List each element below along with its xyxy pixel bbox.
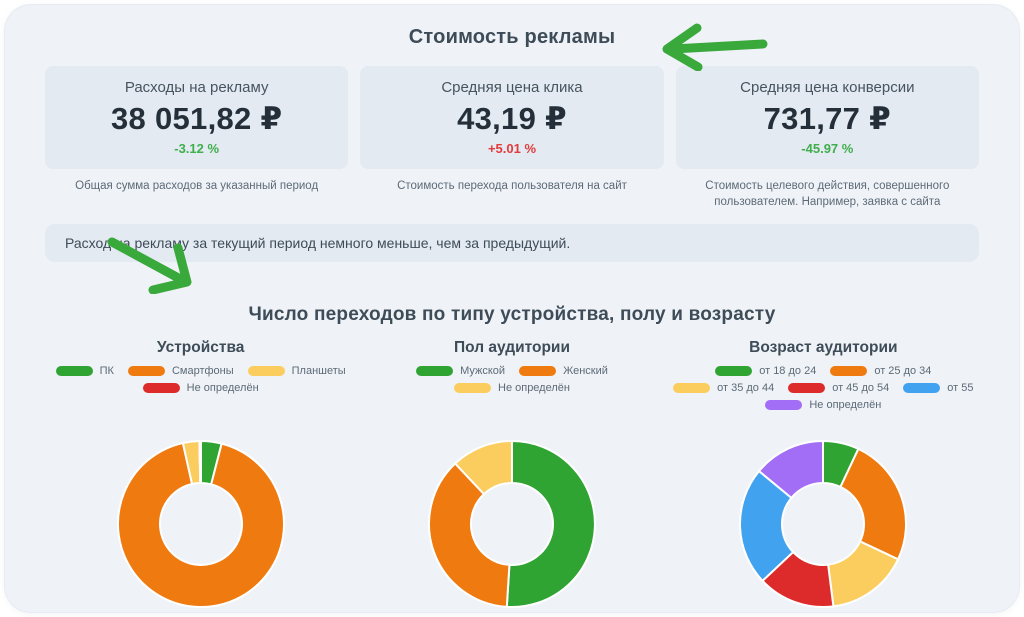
legend-label: Планшеты bbox=[291, 365, 346, 378]
section-title: Число переходов по типу устройства, полу… bbox=[248, 304, 776, 326]
donut-chart-gender bbox=[427, 440, 596, 609]
kpi-card-ad-spend: Расходы на рекламу 38 051,82 ₽ -3.12 % О… bbox=[45, 66, 349, 210]
kpi-card: Средняя цена конверсии 731,77 ₽ -45.97 % bbox=[675, 66, 979, 169]
legend-swatch-icon bbox=[416, 366, 454, 377]
kpi-caption: Стоимость целевого действия, совершенног… bbox=[705, 180, 950, 209]
legend-item[interactable]: Мужской bbox=[416, 365, 505, 377]
chart-legend: Мужской Женский Не определён bbox=[356, 365, 667, 427]
legend-swatch-icon bbox=[454, 383, 491, 394]
legend-swatch-icon bbox=[673, 383, 711, 394]
legend-swatch-icon bbox=[765, 400, 803, 411]
legend-item[interactable]: от 25 до 34 bbox=[830, 365, 931, 377]
chart-gender: Пол аудитории Мужской Женский Не определён bbox=[356, 339, 667, 609]
legend-item[interactable]: от 18 до 24 bbox=[715, 365, 816, 377]
kpi-value: 731,77 ₽ bbox=[763, 101, 892, 136]
legend-label: ПК bbox=[99, 365, 114, 378]
legend-item[interactable]: Смартфоны bbox=[127, 365, 234, 378]
arrow-left-annotation-icon bbox=[662, 23, 768, 71]
kpi-title: Расходы на рекламу bbox=[124, 79, 269, 96]
kpi-value: 43,19 ₽ bbox=[457, 101, 567, 136]
kpi-delta: -45.97 % bbox=[801, 141, 854, 156]
legend-item[interactable]: от 45 до 54 bbox=[788, 382, 889, 394]
chart-title: Пол аудитории bbox=[454, 339, 570, 357]
legend-label: Женский bbox=[563, 365, 608, 378]
legend-label: Смартфоны bbox=[171, 365, 234, 378]
kpi-card-avg-cpc: Средняя цена клика 43,19 ₽ +5.01 % Стоим… bbox=[360, 66, 664, 210]
legend-item[interactable]: от 35 до 44 bbox=[673, 382, 774, 394]
donut-chart-devices bbox=[116, 440, 285, 609]
donut-slice-1[interactable] bbox=[839, 447, 908, 561]
charts-row: Устройства ПК Смартфоны Планшеты Не определ… bbox=[45, 339, 979, 609]
legend-swatch-icon bbox=[55, 366, 93, 377]
chart-age: Возраст аудитории от 18 до 24 от 25 до 34… bbox=[668, 339, 979, 609]
kpi-delta: +5.01 % bbox=[487, 141, 537, 156]
legend-swatch-icon bbox=[127, 366, 165, 377]
legend-swatch-icon bbox=[830, 366, 868, 377]
legend-swatch-icon bbox=[715, 366, 753, 377]
report-header: Стоимость рекламы bbox=[45, 23, 979, 71]
kpi-delta: -3.12 % bbox=[174, 141, 220, 156]
legend-item[interactable]: Не определён bbox=[454, 382, 570, 394]
legend-label: от 18 до 24 bbox=[759, 365, 817, 378]
legend-item[interactable]: ПК bbox=[55, 365, 114, 378]
donut-chart-age bbox=[739, 440, 908, 609]
chart-legend: ПК Смартфоны Планшеты Не определён bbox=[45, 365, 356, 427]
page-title: Стоимость рекламы bbox=[408, 26, 616, 48]
chart-title: Возраст аудитории bbox=[749, 339, 898, 357]
legend-item[interactable]: от 55 bbox=[903, 382, 974, 395]
legend-swatch-icon bbox=[247, 366, 285, 377]
section-header: Число переходов по типу устройства, полу… bbox=[45, 304, 979, 326]
insight-note: Расход на рекламу за текущий период немн… bbox=[45, 224, 979, 263]
kpi-title: Средняя цена клика bbox=[441, 79, 583, 96]
donut-slice-0[interactable] bbox=[505, 440, 596, 609]
legend-label: Мужской bbox=[460, 365, 506, 378]
legend-label: от 25 до 34 bbox=[874, 365, 932, 378]
legend-swatch-icon bbox=[788, 383, 826, 394]
insight-note-text: Расход на рекламу за текущий период немн… bbox=[65, 235, 571, 252]
legend-swatch-icon bbox=[519, 366, 557, 377]
kpi-card: Средняя цена клика 43,19 ₽ +5.01 % bbox=[360, 66, 664, 169]
legend-item[interactable]: Не определён bbox=[765, 399, 881, 411]
legend-item[interactable]: Не определён bbox=[142, 382, 259, 395]
legend-label: Не определён bbox=[809, 399, 882, 412]
kpi-title: Средняя цена конверсии bbox=[740, 79, 915, 96]
chart-title: Устройства bbox=[156, 339, 245, 357]
legend-label: от 55 bbox=[947, 382, 974, 395]
donut-slice-5[interactable] bbox=[757, 440, 825, 500]
kpi-card-avg-conversion-cost: Средняя цена конверсии 731,77 ₽ -45.97 %… bbox=[675, 66, 979, 210]
legend-swatch-icon bbox=[903, 383, 941, 394]
donut-slice-2[interactable] bbox=[453, 440, 513, 496]
kpi-caption: Общая сумма расходов за указанный период bbox=[75, 180, 319, 192]
donut-slice-1[interactable] bbox=[116, 441, 285, 609]
donut-slice-1[interactable] bbox=[427, 462, 511, 609]
kpi-caption: Стоимость перехода пользователя на сайт bbox=[397, 180, 627, 192]
legend-label: Не определён bbox=[186, 382, 259, 395]
donut-slice-3[interactable] bbox=[198, 440, 202, 485]
kpi-card: Расходы на рекламу 38 051,82 ₽ -3.12 % bbox=[45, 66, 349, 169]
legend-item[interactable]: Планшеты bbox=[247, 365, 346, 378]
arrow-down-right-annotation-icon bbox=[107, 237, 192, 294]
legend-label: от 45 до 54 bbox=[832, 382, 890, 395]
chart-legend: от 18 до 24 от 25 до 34 от 35 до 44 от 45 д… bbox=[668, 365, 979, 427]
legend-label: от 35 до 44 bbox=[717, 382, 775, 395]
legend-item[interactable]: Женский bbox=[519, 365, 608, 377]
chart-devices: Устройства ПК Смартфоны Планшеты Не определ… bbox=[45, 339, 356, 609]
kpi-value: 38 051,82 ₽ bbox=[110, 101, 283, 136]
legend-swatch-icon bbox=[142, 383, 180, 394]
kpi-cards: Расходы на рекламу 38 051,82 ₽ -3.12 % О… bbox=[45, 66, 979, 210]
report-container: Стоимость рекламы Расходы на рекламу 38 … bbox=[5, 5, 1019, 612]
legend-label: Не определён bbox=[498, 382, 570, 395]
